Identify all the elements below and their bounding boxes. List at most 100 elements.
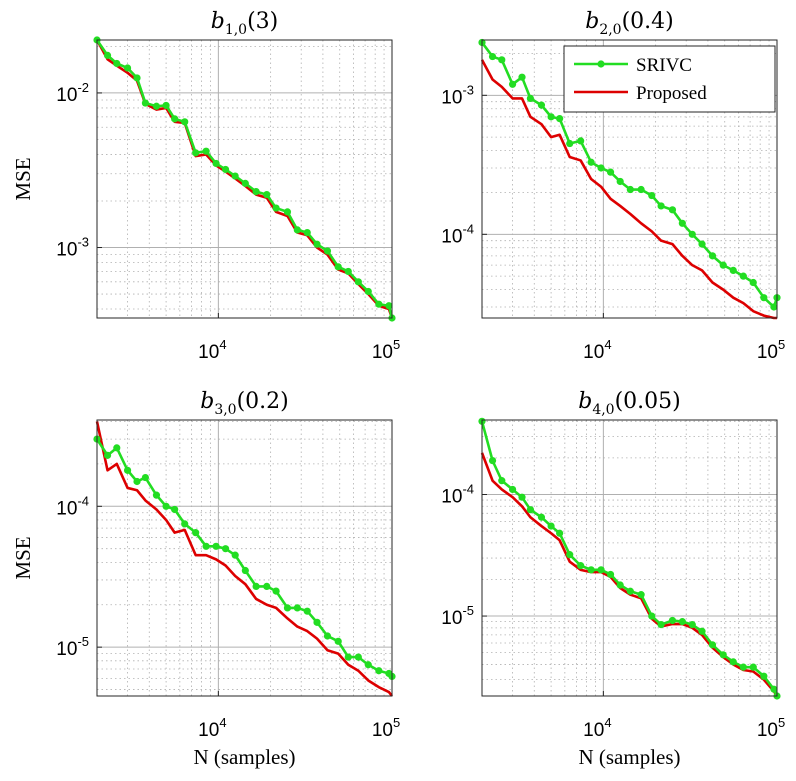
data-point [152,491,161,499]
data-point [547,522,555,530]
y-tick-exponent: -4 [462,221,474,236]
y-tick-base: 10 [441,226,462,247]
data-point [354,278,362,286]
title-base: b [211,9,225,34]
data-point [323,247,332,255]
data-point [221,165,230,174]
data-point [133,477,141,486]
grid [97,40,392,318]
data-point [498,56,506,64]
data-point [103,51,112,59]
title-subscript: 2,0 [599,22,621,38]
data-point [526,506,535,514]
data-point [323,632,332,640]
data-point [597,566,605,574]
data-point [739,663,747,671]
data-point [698,627,706,635]
series-srivc [93,435,396,680]
x-tick-exponent: 5 [393,337,400,352]
data-point [606,168,615,176]
title-argument: (3) [247,9,278,34]
x-tick-exponent: 4 [604,337,611,352]
data-point [626,587,634,595]
data-point [252,188,260,196]
legend-entry-srivc: SRIVC [574,55,692,76]
legend-entry-proposed: Proposed [574,83,707,104]
data-point [202,542,210,550]
data-point [192,149,200,157]
data-point [241,566,249,575]
data-point [113,444,121,452]
data-point [152,102,161,110]
y-tick-base: 10 [56,85,77,106]
data-point [719,261,727,269]
y-tick-exponent: -5 [462,603,474,618]
y-tick-label: 10-3 [441,82,474,108]
data-point [556,529,564,537]
data-point [657,621,665,629]
data-point [133,74,141,82]
y-tick-base: 10 [441,608,462,629]
x-tick-label: 105 [372,715,400,741]
data-point [334,637,342,645]
legend-box [563,45,776,113]
data-point [587,566,595,574]
data-point [729,658,737,666]
data-point [212,542,220,550]
data-point [272,204,280,212]
y-tick-exponent: -5 [77,634,89,649]
data-point [616,177,624,186]
series-proposed [480,59,777,320]
x-axis-label: N (samples) [193,745,295,769]
x-tick-label: 104 [583,337,611,363]
data-point [272,587,280,595]
data-point [162,502,170,510]
data-point [518,493,526,501]
data-point [678,618,686,626]
data-point [212,159,220,168]
data-point [770,685,778,693]
data-point [637,591,645,599]
x-tick-base: 10 [583,720,604,741]
legend-marker [597,60,605,68]
x-tick-label: 104 [198,715,226,741]
x-tick-base: 10 [757,342,778,363]
data-point [263,190,271,199]
title-base: b [200,389,214,414]
x-tick-label: 105 [757,715,785,741]
data-point [739,272,747,280]
y-tick-exponent: -4 [462,481,474,496]
y-tick-base: 10 [441,486,462,507]
data-point [729,266,737,275]
title-base: b [585,9,599,34]
data-point [141,473,150,482]
y-tick-label: 10-5 [441,603,474,629]
x-tick-label: 105 [372,337,400,363]
y-tick-exponent: -4 [77,493,89,508]
data-point [587,158,595,166]
data-point [241,179,249,187]
data-point [688,230,696,238]
data-point [202,147,210,155]
x-tick-exponent: 4 [219,715,226,730]
series-srivc [93,36,396,322]
data-point [668,206,677,214]
data-point [556,114,564,123]
data-point [171,505,179,514]
grid [97,420,392,696]
data-point [181,520,189,528]
data-point [566,551,574,559]
x-tick-base: 10 [757,720,778,741]
y-tick-label: 10-2 [56,80,89,106]
data-point [566,139,574,148]
y-tick-base: 10 [441,87,462,108]
title-subscript: 4,0 [592,402,614,418]
y-tick-base: 10 [56,639,77,660]
legend-label: Proposed [636,83,707,104]
data-point [283,208,292,216]
x-axis-label: N (samples) [578,745,680,769]
title-subscript: 1,0 [225,22,247,38]
